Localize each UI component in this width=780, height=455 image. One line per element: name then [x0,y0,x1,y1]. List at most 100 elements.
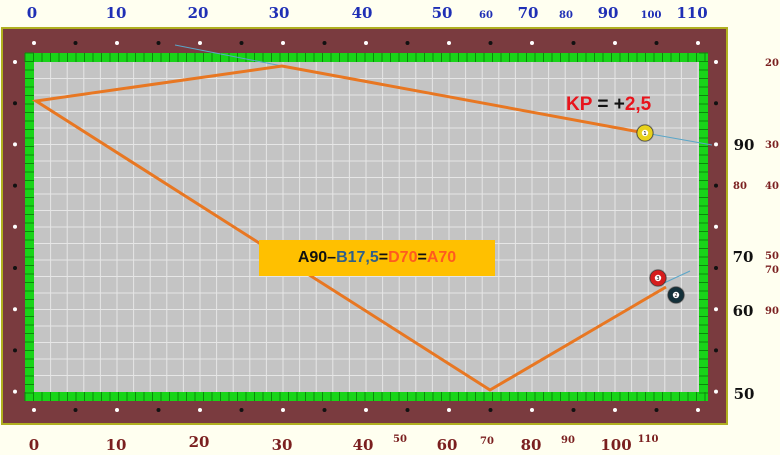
diamond-bottom [198,408,202,412]
kp-sign: + [613,94,625,115]
ball-number: 2 [674,293,677,299]
right-scale-label: 50 [765,251,779,262]
diamond-bottom [322,408,327,412]
bottom-scale-label: 100 [600,436,631,454]
ball-3-red: 3 [649,269,667,287]
formula-part-d70: D70 [388,249,418,266]
bottom-scale-label: 110 [638,434,659,445]
diamond-bottom [654,408,659,412]
top-scale-label: 30 [269,4,290,22]
top-scale-label: 60 [479,10,493,21]
diamond-bottom [405,408,410,412]
diamond-right [714,348,718,353]
bottom-scale: 0 10 20 30 40 50 60 70 80 90 100 110 [29,433,659,454]
top-scale-label: 20 [188,4,209,22]
diamond-right [714,224,718,229]
top-scale-label: 0 [27,4,37,22]
diamond-right [714,101,718,106]
diamond-top [239,41,244,45]
bottom-scale-label: 30 [272,436,293,454]
diamond-left [13,266,17,270]
right-scale-label: 20 [765,58,779,69]
top-scale: 0 10 20 30 40 50 60 70 80 90 100 110 [27,4,708,22]
diamond-top [405,41,410,45]
right-scale-label: 70 [733,248,754,266]
top-scale-label: 80 [559,10,573,21]
diamond-left [13,389,17,394]
bottom-scale-label: 80 [521,436,542,454]
diamond-top [696,41,700,45]
formula-part-b: B17,5 [336,249,379,266]
right-scale-label: 90 [765,306,779,317]
diamond-right [714,307,718,312]
bottom-scale-label: 0 [29,436,39,454]
diamond-markers [13,41,718,412]
ball-2-black: 2 [667,286,685,304]
kp-value: 2,5 [624,94,652,115]
right-scale-label: 30 [765,140,779,151]
balls: 1 3 2 [636,124,685,304]
diamond-bottom [364,408,368,412]
diamond-right [714,60,718,64]
bottom-scale-label: 10 [106,436,127,454]
diamond-top [32,41,36,45]
diamond-left [13,183,17,188]
top-scale-label: 70 [518,4,539,22]
diamond-bottom [571,408,576,412]
right-scale-label: 90 [734,136,755,154]
top-scale-label: 100 [641,10,662,21]
diamond-left [13,307,17,312]
diamond-top [73,41,78,45]
diamond-top [530,41,534,45]
diamond-top [198,41,202,45]
diamond-top [613,41,617,45]
top-scale-label: 10 [106,4,127,22]
right-scale-label: 60 [733,302,754,320]
diamond-bottom [488,408,493,412]
diamond-bottom [115,408,119,412]
kp-equals: = [592,94,614,115]
right-scale-label: 80 [733,181,747,192]
diamond-top [571,41,576,45]
kp-label: KP [566,94,593,115]
ball-number: 3 [656,276,659,282]
right-scale-label: 40 [765,181,779,192]
bottom-scale-label: 90 [561,435,575,446]
bottom-scale-label: 60 [437,436,458,454]
diamond-left [13,142,17,147]
grid-lines [34,62,699,392]
diamond-right [714,266,718,270]
diamond-bottom [613,408,617,412]
diamond-top [654,41,659,45]
diamond-top [156,41,161,45]
diamond-bottom [281,408,285,412]
formula-box: A90 – B17,5 = D70 = A70 [259,240,495,276]
aim-line-right [644,132,713,146]
diamond-left [13,348,17,353]
diamond-right [714,389,718,394]
diamond-top [322,41,327,45]
kp-correction-label: KP = +2,5 [566,94,651,116]
diamond-bottom [73,408,78,412]
top-scale-label: 40 [352,4,373,22]
ball-number: 1 [643,131,646,137]
diamond-left [13,101,17,106]
formula-part-eq1: = [378,249,389,266]
diamond-top [364,41,368,45]
formula-part-a90: A90 [297,249,328,266]
diamond-top [115,41,119,45]
aim-lines [174,44,713,284]
diamond-bottom [32,408,36,412]
formula-part-a70: A70 [426,249,457,266]
top-scale-label: 50 [432,4,453,22]
diamond-right [714,183,718,188]
diamond-bottom [530,408,534,412]
right-scale-label: 70 [765,265,779,276]
diamond-left [13,224,17,229]
diamond-bottom [156,408,161,412]
top-scale-label: 110 [676,4,707,22]
cushion-segments [24,52,708,401]
top-scale-label: 90 [598,4,619,22]
